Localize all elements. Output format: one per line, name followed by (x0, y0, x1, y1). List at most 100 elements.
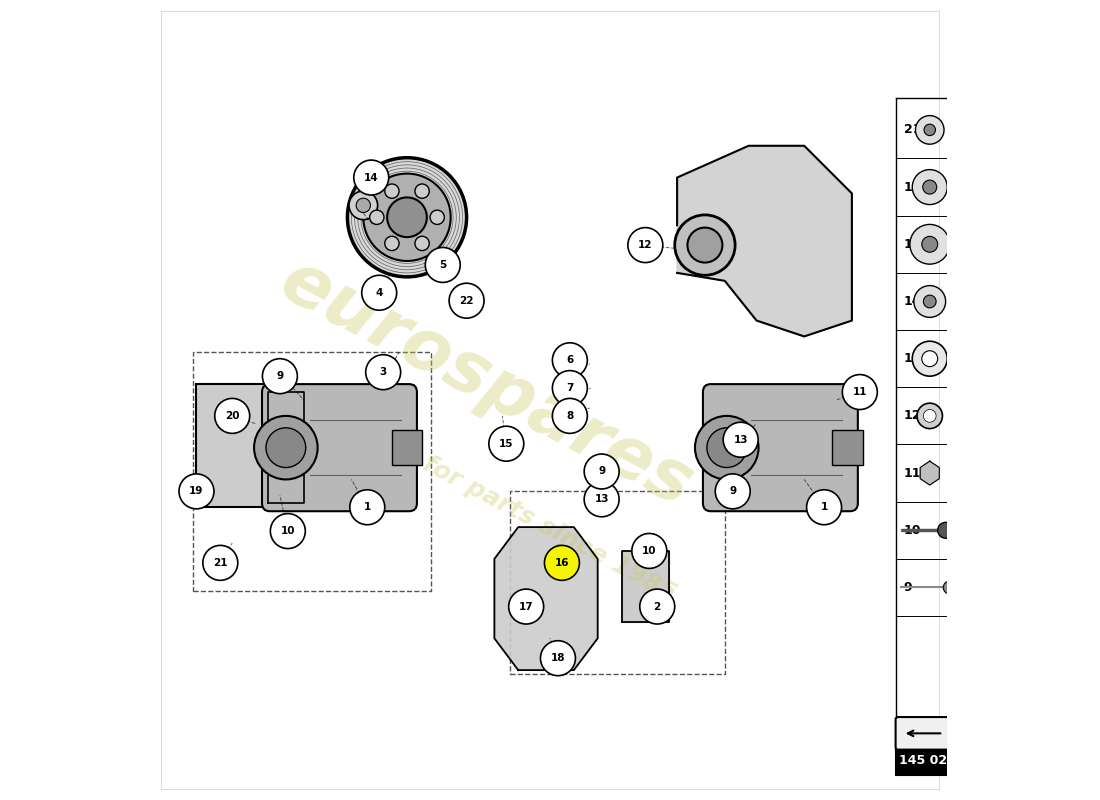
Circle shape (674, 215, 735, 275)
FancyBboxPatch shape (262, 384, 417, 511)
Circle shape (640, 589, 674, 624)
Circle shape (179, 474, 214, 509)
Text: 16: 16 (554, 558, 569, 568)
Text: 6: 6 (566, 355, 573, 366)
Circle shape (912, 342, 947, 376)
Circle shape (631, 534, 667, 569)
Circle shape (349, 191, 377, 220)
Circle shape (806, 490, 842, 525)
Circle shape (540, 641, 575, 676)
Circle shape (415, 236, 429, 250)
Text: 16: 16 (903, 238, 921, 250)
Text: 5: 5 (439, 260, 447, 270)
Circle shape (387, 198, 427, 237)
Text: 3: 3 (379, 367, 387, 377)
Text: 9: 9 (903, 581, 912, 594)
Circle shape (266, 428, 306, 467)
Text: 11: 11 (903, 466, 921, 479)
Text: 11: 11 (852, 387, 867, 397)
Circle shape (254, 416, 318, 479)
Circle shape (356, 198, 371, 213)
Circle shape (552, 342, 587, 378)
Text: 18: 18 (551, 653, 565, 663)
Circle shape (348, 158, 466, 277)
Circle shape (370, 210, 384, 225)
Text: 10: 10 (642, 546, 657, 556)
Circle shape (723, 422, 758, 457)
Text: 10: 10 (903, 524, 921, 537)
Circle shape (707, 428, 747, 467)
Circle shape (922, 236, 937, 252)
Circle shape (385, 236, 399, 250)
FancyBboxPatch shape (896, 746, 949, 775)
Polygon shape (921, 461, 939, 485)
Circle shape (923, 410, 936, 422)
FancyBboxPatch shape (895, 717, 949, 750)
Text: 14: 14 (903, 295, 921, 308)
Text: 20: 20 (226, 411, 240, 421)
Circle shape (214, 398, 250, 434)
Circle shape (415, 184, 429, 198)
Text: 1: 1 (364, 502, 371, 512)
Circle shape (362, 275, 397, 310)
Circle shape (202, 546, 238, 580)
Polygon shape (621, 551, 669, 622)
Text: 13: 13 (734, 434, 748, 445)
Circle shape (922, 350, 937, 366)
Circle shape (912, 170, 947, 205)
Circle shape (363, 174, 451, 261)
Text: 9: 9 (276, 371, 284, 381)
Text: 10: 10 (280, 526, 295, 536)
Circle shape (449, 283, 484, 318)
Circle shape (915, 115, 944, 144)
Circle shape (914, 286, 946, 318)
Polygon shape (494, 527, 597, 670)
Text: 15: 15 (499, 438, 514, 449)
Text: 14: 14 (364, 173, 378, 182)
Circle shape (924, 124, 935, 136)
Circle shape (923, 295, 936, 308)
Text: 8: 8 (566, 411, 573, 421)
Circle shape (917, 403, 943, 429)
Text: 9: 9 (729, 486, 736, 496)
Polygon shape (678, 146, 851, 337)
FancyBboxPatch shape (703, 384, 858, 511)
Circle shape (843, 374, 878, 410)
FancyBboxPatch shape (197, 384, 276, 507)
Circle shape (385, 184, 399, 198)
Circle shape (488, 426, 524, 461)
Circle shape (263, 358, 297, 394)
Text: 18: 18 (903, 181, 921, 194)
Circle shape (354, 160, 388, 195)
Text: 22: 22 (460, 296, 474, 306)
Circle shape (426, 247, 460, 282)
Text: 9: 9 (598, 466, 605, 477)
Text: 21: 21 (903, 123, 921, 136)
Text: 12: 12 (903, 410, 921, 422)
Circle shape (584, 482, 619, 517)
Text: 19: 19 (189, 486, 204, 496)
Circle shape (365, 354, 400, 390)
Text: 13: 13 (903, 352, 921, 365)
Text: 21: 21 (213, 558, 228, 568)
Circle shape (923, 180, 937, 194)
Circle shape (430, 210, 444, 225)
Text: 145 02: 145 02 (899, 754, 947, 767)
Text: a passion for parts since 1985: a passion for parts since 1985 (293, 385, 680, 606)
Circle shape (552, 398, 587, 434)
Text: 12: 12 (638, 240, 652, 250)
Text: 13: 13 (594, 494, 609, 504)
FancyBboxPatch shape (833, 430, 864, 465)
Circle shape (584, 454, 619, 489)
Text: 1: 1 (821, 502, 827, 512)
Text: 4: 4 (375, 288, 383, 298)
Circle shape (695, 416, 759, 479)
Text: 2: 2 (653, 602, 661, 611)
Circle shape (943, 581, 956, 594)
Circle shape (271, 514, 306, 549)
Circle shape (688, 228, 723, 262)
Text: 17: 17 (519, 602, 534, 611)
Circle shape (508, 589, 543, 624)
Circle shape (552, 370, 587, 406)
Circle shape (544, 546, 580, 580)
